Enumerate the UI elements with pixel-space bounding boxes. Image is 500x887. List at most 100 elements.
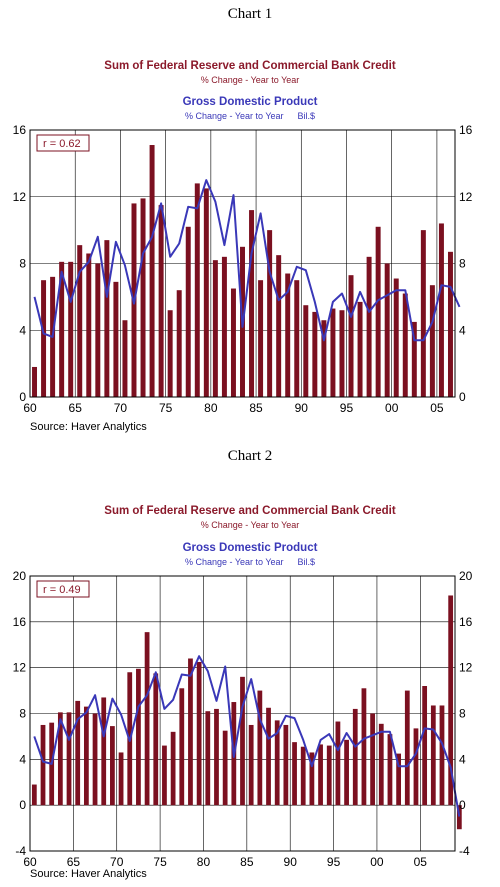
- bar: [249, 210, 255, 397]
- bar: [136, 668, 141, 806]
- x-tick-label: 80: [204, 401, 218, 415]
- x-tick-label: 05: [430, 401, 444, 415]
- bar: [203, 188, 209, 397]
- bar: [318, 744, 323, 806]
- bar: [411, 321, 417, 397]
- bar: [420, 230, 426, 397]
- series-1-title: Sum of Federal Reserve and Commercial Ba…: [104, 505, 396, 517]
- x-tick-label: 65: [69, 401, 83, 415]
- x-tick-label: 95: [327, 855, 341, 869]
- x-tick-label: 85: [249, 401, 263, 415]
- bar: [292, 742, 297, 806]
- x-tick-label: 75: [153, 855, 167, 869]
- series-2-subtitle-text: % Change - Year to Year: [184, 111, 284, 121]
- bar: [430, 705, 436, 806]
- bar: [170, 731, 176, 806]
- bar: [162, 745, 167, 806]
- gdp-line: [33, 655, 461, 817]
- bar: [222, 730, 228, 806]
- bar: [140, 198, 146, 397]
- bar: [276, 255, 282, 397]
- bar: [59, 261, 65, 397]
- x-tick-label: 60: [23, 401, 37, 415]
- bar: [348, 275, 354, 397]
- y-tick-label-right: 8: [459, 257, 466, 271]
- bar: [309, 752, 315, 806]
- bar: [422, 686, 428, 806]
- bar: [214, 708, 219, 806]
- series-2-subtitle: % Change - Year to Year Bil.$: [0, 557, 500, 567]
- series-2-subtitle: % Change - Year to Year Bil.$: [0, 111, 500, 121]
- bar: [240, 676, 245, 806]
- y-tick-label-left: 8: [19, 257, 26, 271]
- bar: [330, 308, 336, 397]
- y-tick-label-right: 4: [459, 323, 466, 337]
- x-tick-label: 90: [295, 401, 309, 415]
- bar: [194, 183, 200, 397]
- x-tick-label: 00: [385, 401, 399, 415]
- bar: [321, 320, 327, 397]
- bar: [438, 223, 444, 397]
- bar: [257, 690, 263, 806]
- bar: [32, 366, 38, 397]
- series-1-subtitle: % Change - Year to Year: [200, 520, 300, 530]
- bar: [167, 310, 173, 397]
- correlation-box: [36, 580, 90, 598]
- x-tick-label: 95: [340, 401, 354, 415]
- gdp-line: [33, 179, 461, 342]
- series-2-title: Gross Domestic Product: [182, 542, 318, 554]
- bar: [230, 288, 236, 397]
- series-2-title: Gross Domestic Product: [182, 96, 318, 108]
- bar: [393, 278, 399, 397]
- y-tick-label-left: 0: [19, 798, 26, 812]
- bar: [335, 721, 341, 806]
- bar: [221, 256, 227, 397]
- bar: [285, 273, 291, 397]
- bar: [57, 712, 63, 806]
- bar: [68, 261, 74, 397]
- y-tick-label-right: -4: [459, 844, 470, 858]
- bar: [300, 746, 306, 806]
- x-tick-label: 70: [114, 401, 128, 415]
- series-1-subtitle: % Change - Year to Year: [200, 75, 300, 85]
- chart-1-panel: Chart 1 Sum of Federal Reserve and Comme…: [0, 0, 500, 440]
- bar: [144, 632, 150, 806]
- bar: [77, 245, 83, 397]
- bar: [266, 707, 271, 806]
- bar: [86, 253, 92, 397]
- bar: [153, 673, 159, 806]
- bar: [40, 724, 46, 806]
- bar: [378, 723, 384, 806]
- x-tick-label: 60: [23, 855, 37, 869]
- series-2-unit: Bil.$: [297, 111, 316, 121]
- bar: [101, 697, 107, 806]
- bar: [176, 290, 182, 397]
- bar: [361, 688, 367, 806]
- y-tick-label-left: 16: [13, 123, 27, 137]
- y-tick-label-left: 12: [13, 661, 27, 675]
- source-note: Source: Haver Analytics: [30, 421, 147, 433]
- y-tick-label-right: 16: [459, 123, 473, 137]
- chart-heading: Chart 2: [227, 448, 273, 464]
- bar: [429, 285, 435, 397]
- bar: [326, 745, 332, 806]
- chart-heading: Chart 1: [227, 6, 273, 22]
- series-1-title: Sum of Federal Reserve and Commercial Ba…: [104, 60, 396, 72]
- bar: [66, 712, 72, 806]
- bar: [113, 281, 119, 397]
- x-tick-label: 75: [159, 401, 173, 415]
- bar: [384, 263, 390, 397]
- x-tick-label: 65: [67, 855, 81, 869]
- bar: [439, 705, 445, 806]
- bar: [456, 805, 462, 830]
- bar: [31, 784, 37, 806]
- y-tick-label-right: 16: [459, 615, 473, 629]
- plot-frame: [29, 575, 456, 852]
- x-tick-label: 80: [197, 855, 211, 869]
- bar: [283, 724, 289, 806]
- bar: [122, 320, 128, 397]
- bar: [366, 256, 372, 397]
- y-tick-label-right: 12: [459, 661, 473, 675]
- bar: [447, 251, 453, 397]
